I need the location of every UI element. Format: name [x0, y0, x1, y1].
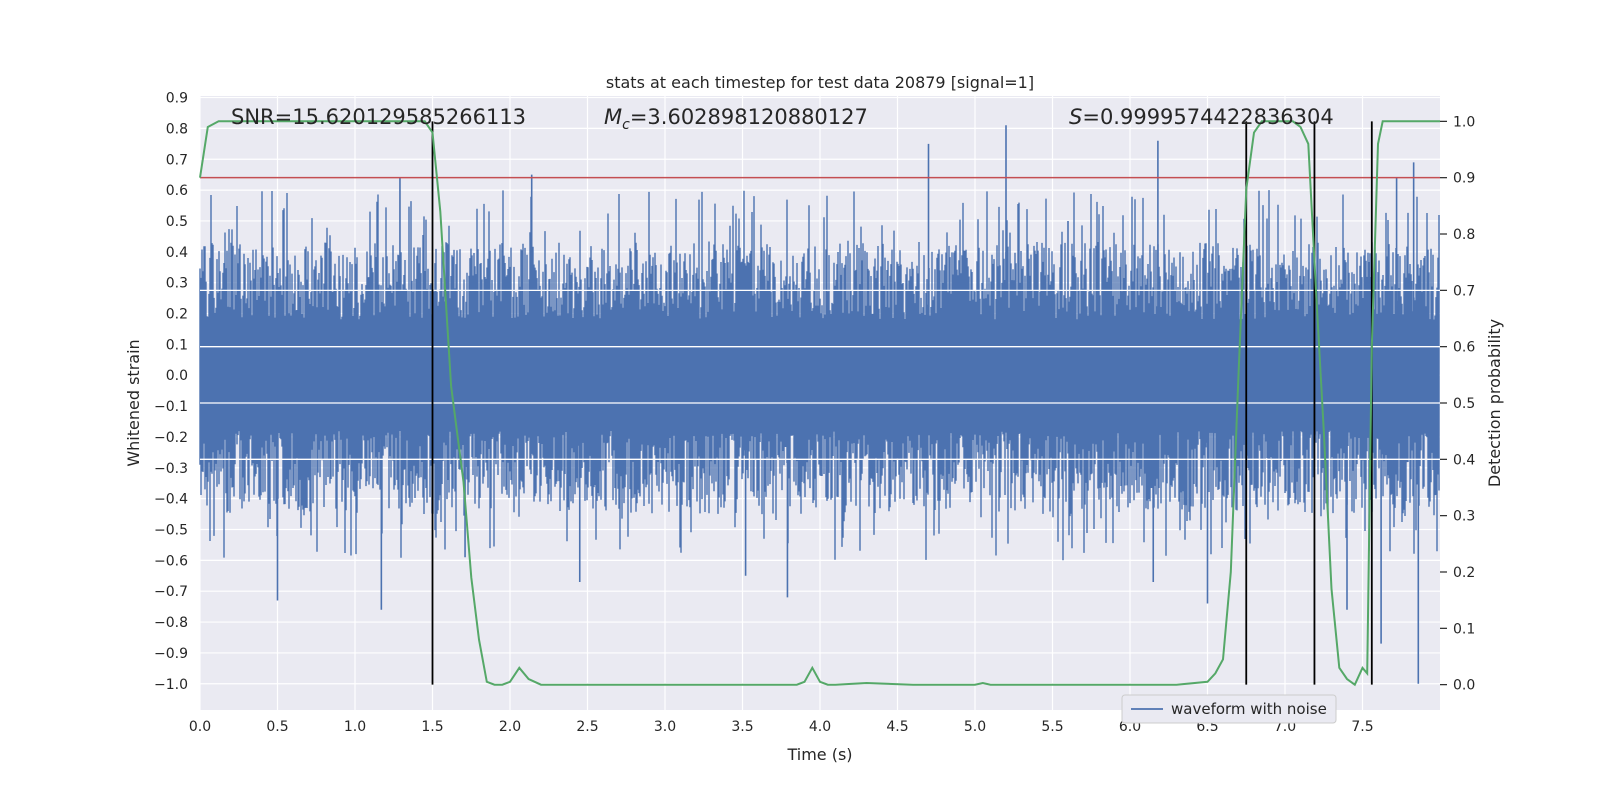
y-right-tick-label: 0.1 [1453, 621, 1475, 637]
x-tick-label: 0.0 [189, 719, 211, 735]
y-left-tick-label: −0.4 [154, 492, 188, 508]
y-left-tick-label: 0.0 [166, 368, 188, 384]
legend-label-waveform: waveform with noise [1171, 700, 1327, 718]
y-left-tick-label: 0.6 [166, 183, 188, 199]
y-right-tick-label: 0.2 [1453, 565, 1475, 581]
y-left-tick-label: −0.5 [154, 523, 188, 539]
y-right-axis-label: Detection probability [1485, 319, 1504, 487]
score-symbol: S [1069, 105, 1082, 129]
y-left-axis-label: Whitened strain [124, 339, 143, 466]
legend-box [1121, 694, 1337, 724]
x-tick-label: 4.0 [809, 719, 831, 735]
y-right-tick-label: 0.0 [1453, 678, 1475, 694]
chart-title: stats at each timestep for test data 208… [606, 73, 1034, 92]
y-left-tick-label: 0.9 [166, 91, 188, 107]
x-tick-label: 5.5 [1041, 719, 1063, 735]
y-left-tick-label: −0.7 [154, 584, 188, 600]
y-left-tick-label: 0.8 [166, 121, 188, 137]
y-left-tick-label: 0.5 [166, 214, 188, 230]
probability-series [199, 120, 1440, 687]
y-left-tick-label: −1.0 [154, 677, 188, 693]
score-annotation: S=0.9999574422836304 [1069, 105, 1334, 129]
y-left-tick-label: 0.3 [166, 276, 188, 292]
waveform-series [199, 125, 1440, 684]
y-left-tick-label: −0.8 [154, 615, 188, 631]
x-tick-label: 3.5 [731, 719, 753, 735]
x-tick-label: 7.5 [1351, 719, 1373, 735]
y-left-tick-labels: 0.9 0.8 0.7 0.6 0.5 0.4 0.3 0.2 0.1 0.0 −0.1 −0.2 −0… [154, 91, 188, 693]
snr-annotation: SNR=15.620129585266113 [231, 105, 526, 129]
x-tick-label: 3.0 [654, 719, 676, 735]
y-right-tick-label: 0.3 [1453, 509, 1475, 525]
y-left-tick-label: −0.2 [154, 430, 188, 446]
y-right-tick-label: 0.8 [1453, 227, 1475, 243]
right-axis-grid [200, 289, 1440, 460]
y-right-tick-label: 0.9 [1453, 171, 1475, 187]
legend: waveform with noise [1121, 694, 1337, 724]
y-left-tick-label: 0.4 [166, 245, 188, 261]
y-right-tick-label: 0.4 [1453, 452, 1475, 468]
x-tick-labels: 0.0 0.5 1.0 1.5 2.0 2.5 3.0 3.5 4.0 4.5 5.0 5.5 6.0 6… [189, 719, 1374, 735]
x-tick-label: 1.5 [421, 719, 443, 735]
score-value: =0.9999574422836304 [1082, 105, 1333, 129]
chirp-mass-symbol: M [604, 105, 622, 129]
chirp-mass-annotation: Mc=3.602898120880127 [604, 105, 868, 133]
x-tick-label: 4.5 [886, 719, 908, 735]
y-left-tick-label: −0.1 [154, 399, 188, 415]
y-right-tick-label: 0.5 [1453, 396, 1475, 412]
x-tick-label: 5.0 [964, 719, 986, 735]
vertical-markers [431, 121, 1373, 685]
x-axis-label: Time (s) [786, 745, 852, 764]
x-tick-label: 2.0 [499, 719, 521, 735]
y-left-tick-label: 0.1 [166, 337, 188, 353]
y-right-tick-label: 1.0 [1453, 114, 1475, 130]
y-right-tick-label: 0.7 [1453, 283, 1475, 299]
x-tick-label: 1.0 [344, 719, 366, 735]
y-right-tick-label: 0.6 [1453, 340, 1475, 356]
chirp-mass-value: =3.602898120880127 [630, 105, 868, 129]
x-tick-label: 0.5 [266, 719, 288, 735]
probability-line [199, 120, 1440, 687]
chirp-mass-subscript: c [622, 117, 630, 133]
x-tick-label: 2.5 [576, 719, 598, 735]
waveform-trace [199, 190, 1440, 561]
y-left-tick-label: 0.2 [166, 307, 188, 323]
y-left-tick-label: 0.7 [166, 152, 188, 168]
y-left-tick-label: −0.6 [154, 553, 188, 569]
y-left-tick-label: −0.3 [154, 461, 188, 477]
y-right-tick-labels: 1.0 0.9 0.8 0.7 0.6 0.5 0.4 0.3 0.2 0.1 0.0 [1440, 114, 1475, 694]
y-left-tick-label: −0.9 [154, 646, 188, 662]
